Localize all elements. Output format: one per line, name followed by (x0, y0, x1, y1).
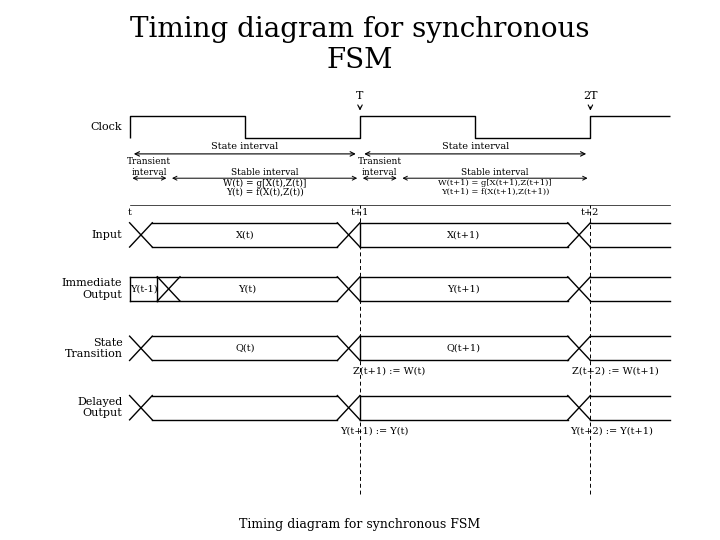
Text: W(t) = g[X(t),Z(t)]: W(t) = g[X(t),Z(t)] (223, 179, 306, 188)
Text: 2T: 2T (583, 91, 598, 101)
Text: Stable interval: Stable interval (462, 167, 528, 177)
Text: t: t (127, 208, 132, 217)
Text: Z(t+1) := W(t): Z(t+1) := W(t) (353, 367, 425, 376)
Text: Input: Input (91, 230, 122, 240)
Text: Timing diagram for synchronous FSM: Timing diagram for synchronous FSM (239, 518, 481, 531)
Text: Transient
interval: Transient interval (127, 157, 171, 177)
Text: t+1: t+1 (351, 208, 369, 217)
Text: W(t+1) = g[X(t+1),Z(t+1)]: W(t+1) = g[X(t+1),Z(t+1)] (438, 179, 552, 187)
Text: Transient
interval: Transient interval (358, 157, 402, 177)
Text: Y(t+2) := Y(t+1): Y(t+2) := Y(t+1) (570, 427, 654, 435)
Text: Delayed
Output: Delayed Output (77, 397, 122, 418)
Text: State
Transition: State Transition (64, 338, 122, 359)
Text: State interval: State interval (441, 141, 509, 151)
Text: X(t): X(t) (235, 231, 254, 239)
Text: Y(t-1): Y(t-1) (130, 285, 157, 293)
Text: Immediate
Output: Immediate Output (62, 278, 122, 300)
Text: Y(t+1) := Y(t): Y(t+1) := Y(t) (341, 427, 408, 435)
Text: Clock: Clock (91, 122, 122, 132)
Text: Z(t+2) := W(t+1): Z(t+2) := W(t+1) (572, 367, 659, 376)
Text: Y(t) = f(X(t),Z(t)): Y(t) = f(X(t),Z(t)) (226, 188, 303, 197)
Text: t+2: t+2 (581, 208, 600, 217)
Text: Y(t): Y(t) (238, 285, 256, 293)
Text: Q(t+1): Q(t+1) (447, 344, 481, 353)
Text: Q(t): Q(t) (235, 344, 255, 353)
Text: T: T (356, 91, 364, 101)
Text: Timing diagram for synchronous
FSM: Timing diagram for synchronous FSM (130, 16, 590, 75)
Text: State interval: State interval (211, 141, 279, 151)
Text: Stable interval: Stable interval (231, 167, 298, 177)
Text: Y(t+1) = f(X(t+1),Z(t+1)): Y(t+1) = f(X(t+1),Z(t+1)) (441, 188, 549, 196)
Text: Y(t+1): Y(t+1) (448, 285, 480, 293)
Text: X(t+1): X(t+1) (447, 231, 480, 239)
